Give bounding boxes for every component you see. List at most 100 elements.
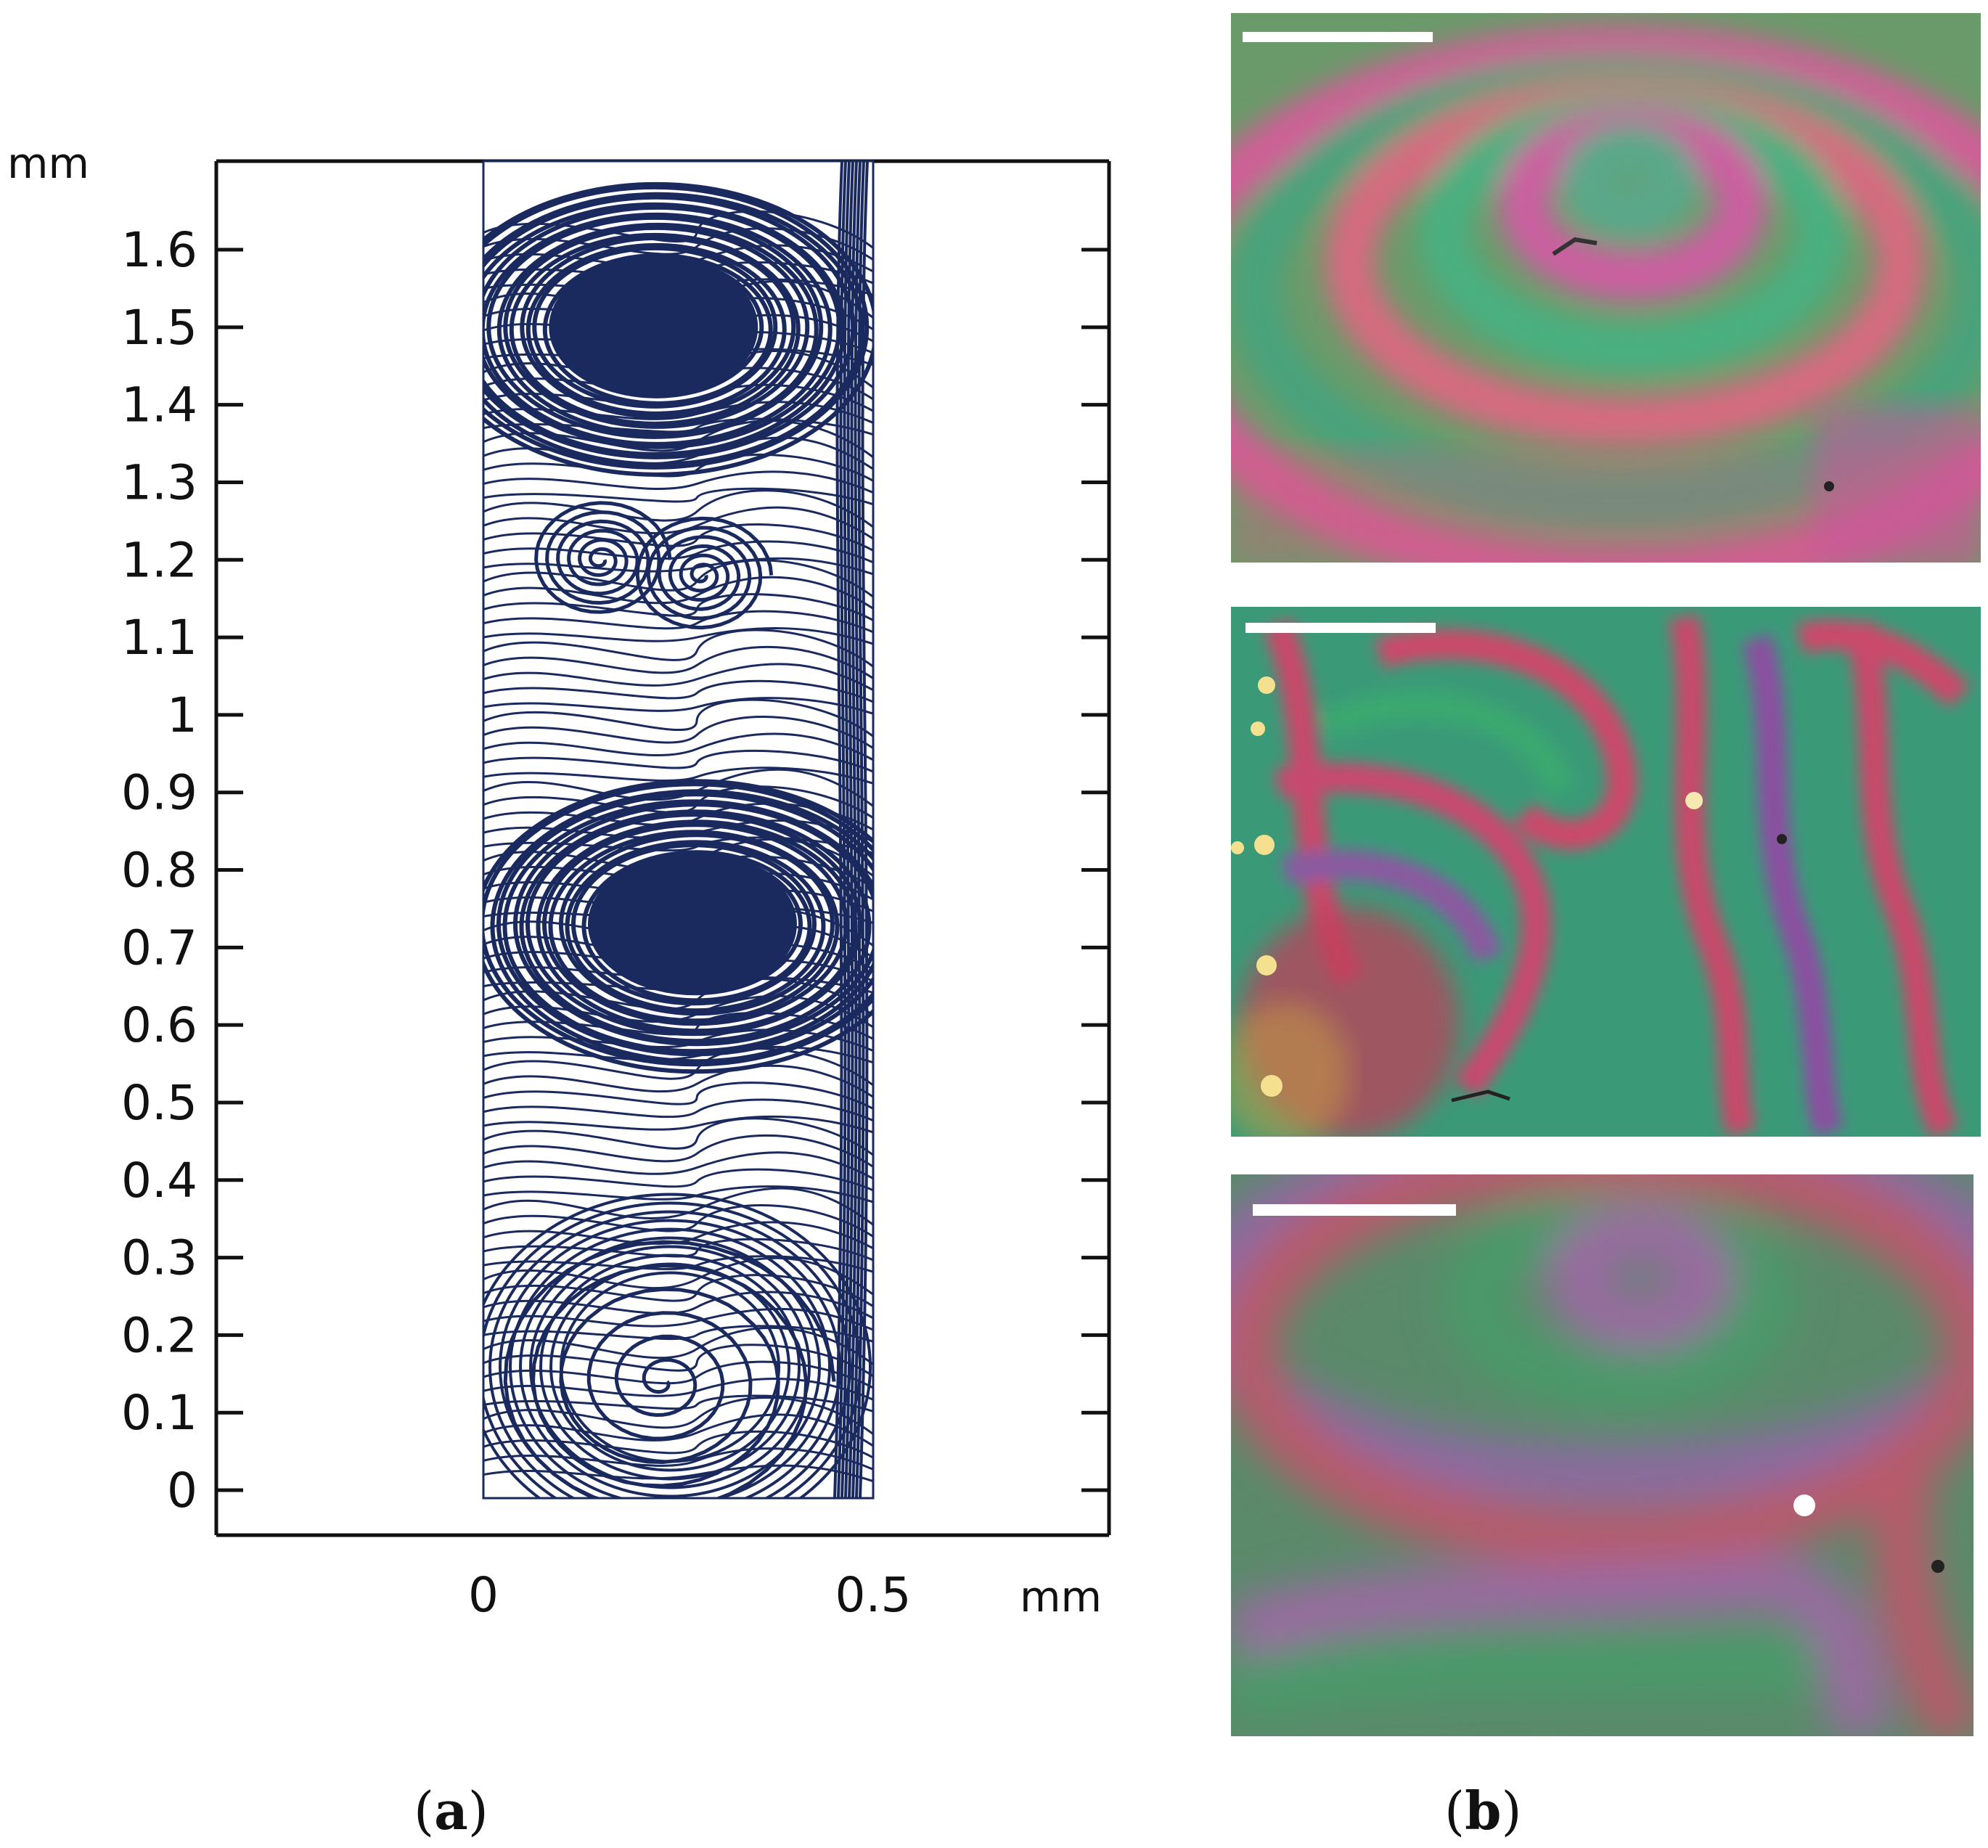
streamline xyxy=(483,470,873,494)
vortex-spiral xyxy=(534,501,672,614)
streamline xyxy=(483,1325,873,1343)
wall-streamline xyxy=(848,161,858,1498)
streamline xyxy=(483,487,873,506)
wall-streamline xyxy=(844,161,854,1498)
streamline xyxy=(483,1082,873,1110)
streamline xyxy=(483,1117,873,1156)
streamline xyxy=(483,716,873,749)
vortex-streamline xyxy=(483,779,873,1074)
y-tick-label: 0.5 xyxy=(121,1075,197,1131)
y-tick-label: 0.6 xyxy=(121,997,197,1053)
micrograph-middle xyxy=(1231,607,1981,1137)
vortex-streamline xyxy=(541,822,848,1026)
y-tick-label: 0.4 xyxy=(121,1153,197,1209)
wall-streamline xyxy=(859,161,869,1498)
y-axis-ticks: 0 0.1 0.2 0.3 0.4 0.5 0.6 0.7 0.8 0.9 1 1.1 1.2 1.3 1.… xyxy=(121,222,1109,1518)
streamline-field xyxy=(482,160,875,1500)
y-tick-label: 0.3 xyxy=(121,1230,197,1286)
vortex-streamline xyxy=(581,850,812,1003)
streamline xyxy=(483,663,873,692)
vortex-streamline xyxy=(513,802,873,1047)
wall-streamline xyxy=(851,161,862,1498)
vortex-streamline xyxy=(539,1254,801,1481)
streamline xyxy=(483,1151,873,1179)
streamline xyxy=(483,1134,873,1168)
wall-streamline xyxy=(837,161,847,1498)
x-tick-label: 0.5 xyxy=(835,1567,912,1623)
vortex-streamline xyxy=(525,242,787,416)
streamline xyxy=(483,698,873,737)
vortex-streamline xyxy=(509,232,801,426)
streamline xyxy=(483,697,873,715)
y-tick-label: 1.6 xyxy=(121,222,197,278)
y-tick-label: 1.4 xyxy=(121,377,197,433)
y-tick-label: 0.2 xyxy=(121,1307,197,1363)
streamline xyxy=(483,576,873,610)
vortex-spiral xyxy=(635,516,774,630)
vortex-core xyxy=(552,256,758,398)
vortex-streamline xyxy=(532,245,778,409)
streamline xyxy=(483,679,873,703)
vortex-streamline xyxy=(519,809,872,1044)
vortex-streamline xyxy=(502,799,873,1054)
vortex-streamline xyxy=(483,782,873,1067)
panel-b: (b) xyxy=(1231,13,1981,1841)
vortex-streamline xyxy=(509,1227,831,1498)
wall-streamline xyxy=(833,161,843,1498)
vortex-streamline xyxy=(503,225,810,429)
streamline xyxy=(483,1187,873,1226)
panel-a-label: (a) xyxy=(414,1780,488,1841)
vortex-streamline xyxy=(570,843,817,1006)
streamline xyxy=(483,489,873,528)
micrograph-bottom xyxy=(1231,1174,1973,1736)
vortex-streamline xyxy=(529,1245,811,1489)
wall-streamline xyxy=(840,161,851,1498)
streamline xyxy=(483,1168,873,1192)
streamline xyxy=(483,506,873,540)
streamline xyxy=(483,749,873,773)
streamline xyxy=(483,1256,873,1296)
streamline xyxy=(483,453,873,482)
y-tick-label: 0.8 xyxy=(121,843,197,899)
vortex-streamline xyxy=(560,1271,781,1463)
y-tick-label: 1.3 xyxy=(121,454,197,510)
scale-bar-middle xyxy=(1245,623,1436,633)
streamline xyxy=(483,1238,873,1262)
micrograph-top xyxy=(1231,13,1981,563)
y-tick-label: 0.7 xyxy=(121,920,197,976)
y-axis-unit: mm xyxy=(7,139,89,188)
streamline xyxy=(483,732,873,761)
vortex-streamline xyxy=(483,1193,872,1498)
vortex-streamline xyxy=(483,184,870,470)
vortex-streamline xyxy=(548,830,840,1023)
y-tick-label: 1.2 xyxy=(121,532,197,588)
streamline xyxy=(483,1098,873,1122)
vortex-streamline xyxy=(486,215,824,439)
streamline xyxy=(483,1064,873,1098)
y-tick-label: 1.1 xyxy=(121,610,197,666)
streamline xyxy=(483,645,873,679)
y-tick-label: 0.1 xyxy=(121,1385,197,1441)
x-axis-ticks: 0 0.5 xyxy=(468,1567,911,1623)
vortex-streamline xyxy=(520,235,796,419)
vortex-streamline xyxy=(483,181,873,477)
streamline xyxy=(483,1378,873,1401)
panel-b-label: (b) xyxy=(1444,1780,1522,1841)
vortex-streamline xyxy=(542,253,773,406)
x-tick-label: 0 xyxy=(468,1567,499,1623)
streamline xyxy=(483,1115,873,1134)
vortex-streamline xyxy=(496,792,873,1057)
vortex-streamline xyxy=(483,212,833,446)
streamline xyxy=(483,766,873,785)
vortex-spiral xyxy=(503,1240,836,1498)
streamline xyxy=(483,540,873,564)
vortex-core xyxy=(590,854,797,995)
y-tick-label: 1 xyxy=(167,687,197,743)
wall-streamline xyxy=(855,161,865,1498)
streamline xyxy=(483,610,873,634)
y-tick-label: 0 xyxy=(167,1463,197,1518)
vortex-streamline xyxy=(499,1219,841,1498)
vortex-streamline xyxy=(558,833,835,1016)
scale-bar-top xyxy=(1243,32,1433,42)
